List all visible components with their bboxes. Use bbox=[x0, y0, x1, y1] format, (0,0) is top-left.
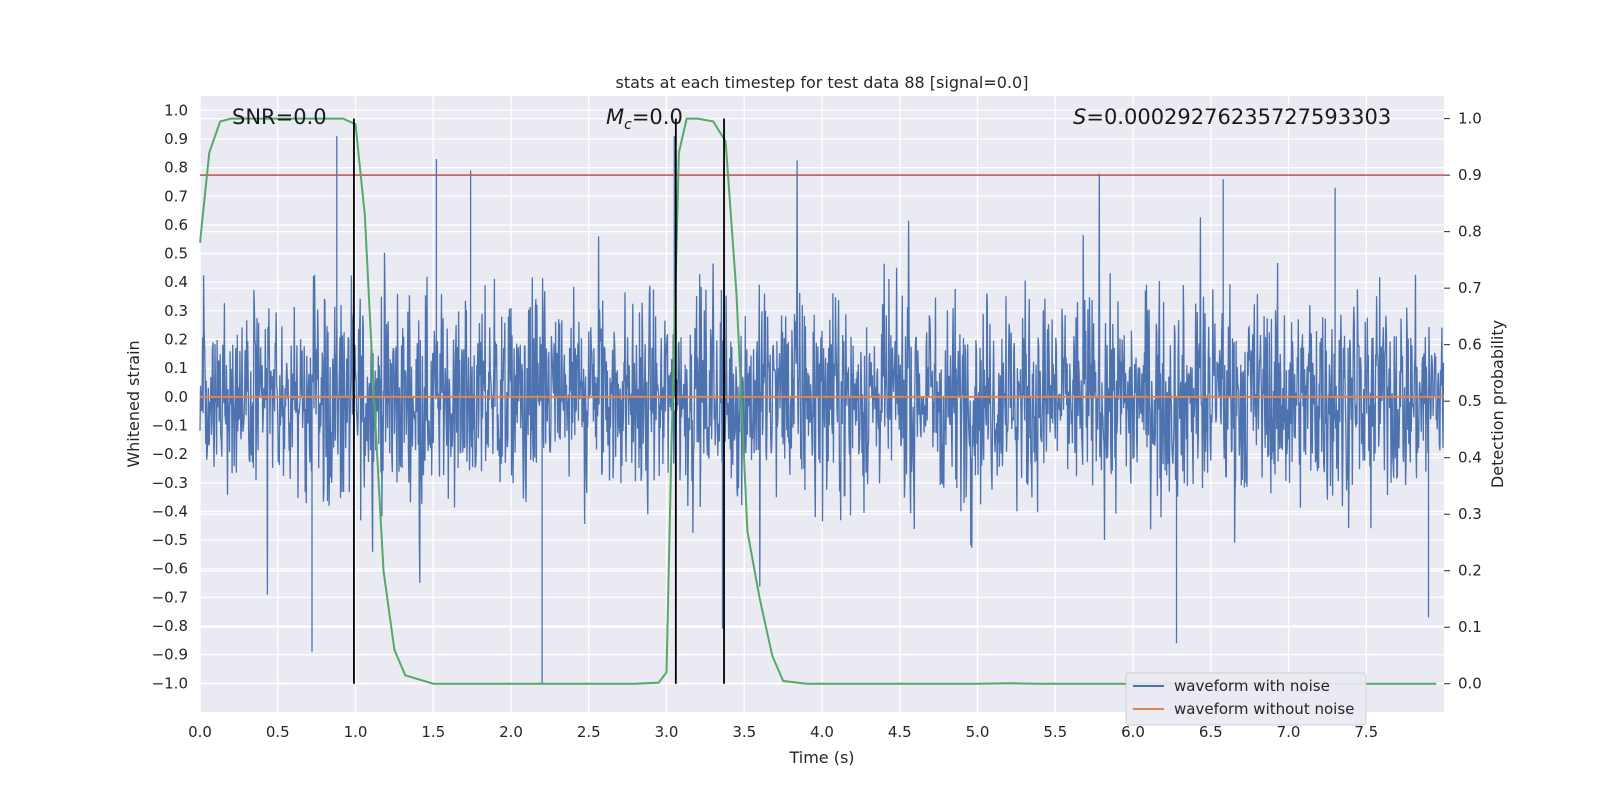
legend-label-clean: waveform without noise bbox=[1174, 700, 1354, 718]
legend-label-noise: waveform with noise bbox=[1174, 677, 1330, 695]
x-tick-label: 6.5 bbox=[1199, 723, 1223, 741]
x-tick-label: 0.5 bbox=[266, 723, 290, 741]
waveform-with-noise bbox=[199, 136, 1445, 684]
y-tick-label: 0.3 bbox=[164, 302, 188, 320]
y-tick-label: 1.0 bbox=[164, 101, 188, 119]
x-tick-label: 1.0 bbox=[344, 723, 368, 741]
probability-trace bbox=[199, 117, 1437, 685]
y-axis-ticks: 1.0 0.9 0.8 0.7 0.6 0.5 0.4 0.3 0.2 0.1 0.0 −0.1 −0.… bbox=[152, 101, 188, 692]
y-tick-label: 0.5 bbox=[164, 245, 188, 263]
y-axis-label: Whitened strain bbox=[124, 340, 143, 467]
detection-markers bbox=[353, 118, 725, 684]
y-tick-label: −1.0 bbox=[152, 674, 188, 692]
detection-probability bbox=[199, 117, 1437, 685]
x-tick-label: 7.0 bbox=[1277, 723, 1301, 741]
x-tick-label: 3.5 bbox=[732, 723, 756, 741]
noise-trace bbox=[199, 136, 1445, 684]
y2-tick-label: 0.3 bbox=[1458, 505, 1482, 523]
y-tick-label: −0.2 bbox=[152, 445, 188, 463]
x-tick-label: 7.5 bbox=[1354, 723, 1378, 741]
y-tick-label: −0.5 bbox=[152, 531, 188, 549]
y-tick-label: −0.7 bbox=[152, 588, 188, 606]
mc-value: =0.0 bbox=[632, 105, 683, 129]
y-tick-label: 0.8 bbox=[164, 159, 188, 177]
legend-box bbox=[1125, 672, 1367, 726]
y2-tick-label: 0.1 bbox=[1458, 618, 1482, 636]
y-tick-label: −0.9 bbox=[152, 646, 188, 664]
x-tick-label: 5.0 bbox=[966, 723, 990, 741]
y2-tick-label: 0.0 bbox=[1458, 675, 1482, 693]
s-symbol: S bbox=[1073, 105, 1086, 129]
s-value: =0.00029276235727593303 bbox=[1086, 105, 1391, 129]
s-annotation: S=0.00029276235727593303 bbox=[1073, 105, 1391, 129]
y-tick-label: 0.2 bbox=[164, 331, 188, 349]
mc-symbol: M bbox=[606, 105, 624, 129]
y2-tick-label: 0.5 bbox=[1458, 392, 1482, 410]
y-tick-label: −0.3 bbox=[152, 474, 188, 492]
x-axis-label: Time (s) bbox=[788, 748, 854, 767]
y-tick-label: −0.4 bbox=[152, 502, 188, 520]
x-tick-label: 4.0 bbox=[810, 723, 834, 741]
mc-annotation: Mc=0.0 bbox=[606, 105, 683, 133]
x-tick-label: 3.0 bbox=[655, 723, 679, 741]
y-tick-label: 0.7 bbox=[164, 187, 188, 205]
y-tick-label: 0.0 bbox=[164, 388, 188, 406]
mc-subscript: c bbox=[624, 117, 632, 133]
x-tick-label: 1.5 bbox=[421, 723, 445, 741]
y2-tick-label: 0.2 bbox=[1458, 562, 1482, 580]
y2-axis-label: Detection probability bbox=[1488, 320, 1507, 488]
y-tick-label: −0.6 bbox=[152, 560, 188, 578]
y2-tick-label: 1.0 bbox=[1458, 110, 1482, 128]
x-tick-label: 5.5 bbox=[1043, 723, 1067, 741]
y2-axis-ticks: 1.0 0.9 0.8 0.7 0.6 0.5 0.4 0.3 0.2 0.1 0.0 bbox=[1444, 110, 1482, 693]
chart-title: stats at each timestep for test data 88 … bbox=[616, 73, 1029, 92]
y-tick-label: −0.8 bbox=[152, 617, 188, 635]
y-tick-label: 0.9 bbox=[164, 130, 188, 148]
y2-tick-label: 0.6 bbox=[1458, 336, 1482, 354]
y2-tick-label: 0.4 bbox=[1458, 449, 1482, 467]
x-tick-label: 2.0 bbox=[499, 723, 523, 741]
legend: waveform with noise waveform without noi… bbox=[1125, 672, 1367, 726]
y-tick-label: 0.4 bbox=[164, 273, 188, 291]
y-tick-label: −0.1 bbox=[152, 416, 188, 434]
y2-tick-label: 0.9 bbox=[1458, 166, 1482, 184]
x-tick-label: 0.0 bbox=[188, 723, 212, 741]
x-tick-label: 4.5 bbox=[888, 723, 912, 741]
x-tick-label: 6.0 bbox=[1121, 723, 1145, 741]
y-tick-label: 0.1 bbox=[164, 359, 188, 377]
y2-tick-label: 0.7 bbox=[1458, 279, 1482, 297]
x-axis-ticks: 0.0 0.5 1.0 1.5 2.0 2.5 3.0 3.5 4.0 4.5 5.0 5.5 6.0 6… bbox=[188, 723, 1378, 741]
snr-annotation: SNR=0.0 bbox=[232, 105, 327, 129]
x-tick-label: 2.5 bbox=[577, 723, 601, 741]
y2-tick-label: 0.8 bbox=[1458, 223, 1482, 241]
y-tick-label: 0.6 bbox=[164, 216, 188, 234]
